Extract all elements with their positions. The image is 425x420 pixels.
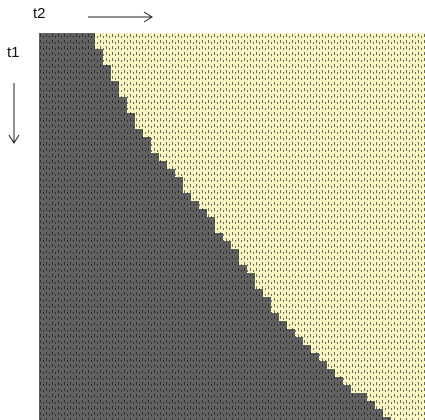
texture-below-row: [39, 329, 295, 337]
texture-below-row: [39, 177, 183, 185]
texture-below-row: [39, 81, 119, 89]
axis-label-t2: t2: [33, 5, 46, 22]
texture-below-row: [39, 193, 191, 201]
texture-below-row: [39, 105, 127, 113]
texture-below-row: [39, 185, 183, 193]
texture-below-row: [39, 305, 271, 313]
texture-below-row: [39, 417, 391, 420]
texture-below-row: [39, 345, 311, 353]
texture-below-row: [39, 121, 135, 129]
texture-below-row: [39, 265, 247, 273]
texture-below-row: [39, 41, 95, 49]
texture-below-row: [39, 377, 343, 385]
texture-below-row: [39, 89, 119, 97]
texture-below-row: [39, 385, 351, 393]
texture-below-row: [39, 113, 135, 121]
texture-below-row: [39, 161, 167, 169]
texture-below-row: [39, 97, 127, 105]
texture-below-row: [39, 49, 103, 57]
texture-below-row: [39, 409, 383, 417]
texture-below-row: [39, 33, 95, 41]
texture-below-row: [39, 313, 279, 321]
texture-below-row: [39, 65, 111, 73]
texture-below-row: [39, 233, 223, 241]
arrow-down-icon: [8, 83, 20, 144]
axis-label-t1: t1: [7, 44, 20, 61]
texture-below-row: [39, 249, 239, 257]
arrow-right-icon: [88, 11, 153, 23]
texture-below-row: [39, 257, 239, 265]
texture-below-row: [39, 153, 159, 161]
texture-below-row: [39, 361, 327, 369]
texture-below-row: [39, 337, 303, 345]
texture-below-row: [39, 201, 199, 209]
texture-below-row: [39, 393, 367, 401]
texture-below-row: [39, 145, 151, 153]
texture-below-row: [39, 281, 255, 289]
texture-below-row: [39, 225, 215, 233]
texture-below-row: [39, 169, 175, 177]
texture-below-row: [39, 321, 287, 329]
texture-below-row: [39, 209, 207, 217]
texture-below-row: [39, 273, 255, 281]
texture-below-row: [39, 401, 375, 409]
texture-below-row: [39, 57, 103, 65]
texture-below-row: [39, 297, 271, 305]
texture-below-row: [39, 217, 215, 225]
texture-below-row: [39, 241, 231, 249]
texture-below-row: [39, 73, 111, 81]
texture-below-row: [39, 353, 319, 361]
texture-below-row: [39, 129, 143, 137]
texture-below: [39, 33, 391, 420]
texture-below-row: [39, 137, 151, 145]
tile-plot: [39, 33, 425, 420]
texture-below-row: [39, 369, 335, 377]
texture-below-row: [39, 289, 263, 297]
